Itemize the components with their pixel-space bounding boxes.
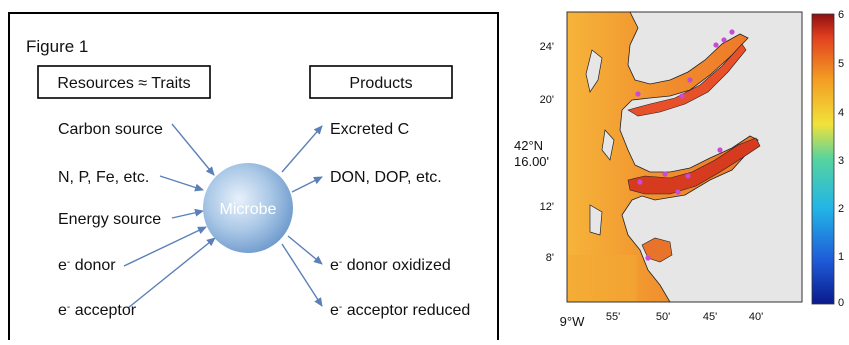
- product-item: e- acceptor reduced: [330, 302, 470, 320]
- arrow-donor-oxidized: [287, 235, 323, 265]
- station-marker: [662, 171, 668, 177]
- products-header: Products: [349, 75, 412, 92]
- figure-1-panel: Figure 1 Resources ≈ Traits Products Mic…: [8, 12, 499, 344]
- lon-label: 40': [749, 311, 763, 323]
- products-header-box: [309, 65, 453, 99]
- resources-list: Carbon source N, P, Fe, etc. Energy sour…: [58, 121, 163, 319]
- lon-label: 45': [703, 311, 717, 323]
- lat-label: 16.00': [514, 154, 549, 169]
- colorbar: [811, 13, 835, 305]
- arrow-carbon: [171, 123, 215, 176]
- product-item: Excreted C: [330, 121, 409, 138]
- lat-label: 20': [540, 94, 554, 106]
- microbe-label: Microbe: [220, 201, 277, 218]
- station-marker: [687, 77, 693, 83]
- lon-label: 50': [656, 311, 670, 323]
- resource-item: e- acceptor: [58, 302, 137, 320]
- station-marker: [685, 173, 691, 179]
- ria-map: 24' 20' 42°N 16.00' 12' 8' 9°W 55' 50' 4…: [514, 9, 844, 329]
- resource-item: e- donor: [58, 257, 116, 275]
- station-marker: [637, 179, 643, 185]
- resources-header-box: [37, 65, 211, 99]
- products-list: Excreted C DON, DOP, etc. e- donor oxidi…: [330, 121, 470, 319]
- shelf-water: [567, 255, 637, 302]
- product-item: e- donor oxidized: [330, 257, 451, 275]
- land: [619, 12, 802, 302]
- southern-ria: [627, 137, 761, 195]
- colorbar-tick: 4: [838, 107, 844, 119]
- arrow-acceptor-reduced: [281, 243, 323, 307]
- colorbar-tick: 1: [838, 251, 844, 263]
- arrow-donor: [123, 226, 207, 267]
- map-panel: 24' 20' 42°N 16.00' 12' 8' 9°W 55' 50' 4…: [510, 0, 849, 340]
- station-marker: [645, 255, 651, 261]
- lon-labels: 9°W 55' 50' 45' 40': [560, 311, 764, 329]
- arrow-nutrients: [159, 175, 204, 192]
- microbe-diagram: Figure 1 Resources ≈ Traits Products Mic…: [8, 12, 499, 344]
- island: [585, 49, 603, 93]
- colorbar-tick: 5: [838, 58, 844, 70]
- product-arrows: [281, 125, 323, 307]
- arrow-energy: [171, 208, 204, 219]
- lat-label: 12': [540, 201, 554, 213]
- station-marker: [717, 147, 723, 153]
- northern-ria: [627, 43, 747, 117]
- island: [601, 129, 615, 161]
- colorbar-ticks: 6 5 4 3 2 1 0: [838, 9, 844, 309]
- colorbar-tick: 0: [838, 297, 844, 309]
- lon-label: 55': [606, 311, 620, 323]
- map-border: [566, 11, 803, 303]
- arrow-excreted: [281, 125, 323, 173]
- lon-label: 9°W: [560, 314, 585, 329]
- resource-item: N, P, Fe, etc.: [58, 169, 149, 186]
- station-marker: [729, 29, 735, 35]
- resource-arrows: [123, 123, 216, 309]
- arrow-don: [291, 176, 323, 193]
- colorbar-tick: 6: [838, 9, 844, 21]
- colorbar-tick: 2: [838, 203, 844, 215]
- map-area: [567, 12, 802, 302]
- lat-center-label: 42°N: [514, 138, 543, 153]
- station-marker: [675, 189, 681, 195]
- station-marker: [679, 93, 685, 99]
- lat-labels: 24' 20' 42°N 16.00' 12' 8': [514, 41, 554, 264]
- station-marker: [635, 91, 641, 97]
- resources-header: Resources ≈ Traits: [57, 75, 190, 92]
- microbe-circle: [203, 163, 293, 253]
- resource-item: Carbon source: [58, 121, 163, 138]
- product-item: DON, DOP, etc.: [330, 169, 442, 186]
- station-marker: [713, 42, 719, 48]
- island: [589, 204, 603, 236]
- arrow-acceptor: [127, 237, 216, 309]
- station-marker: [721, 37, 727, 43]
- stations: [635, 29, 735, 261]
- lat-label: 24': [540, 41, 554, 53]
- lat-label: 8': [546, 252, 554, 264]
- resource-item: Energy source: [58, 211, 161, 228]
- colorbar-tick: 3: [838, 155, 844, 167]
- figure-label: Figure 1: [26, 37, 88, 56]
